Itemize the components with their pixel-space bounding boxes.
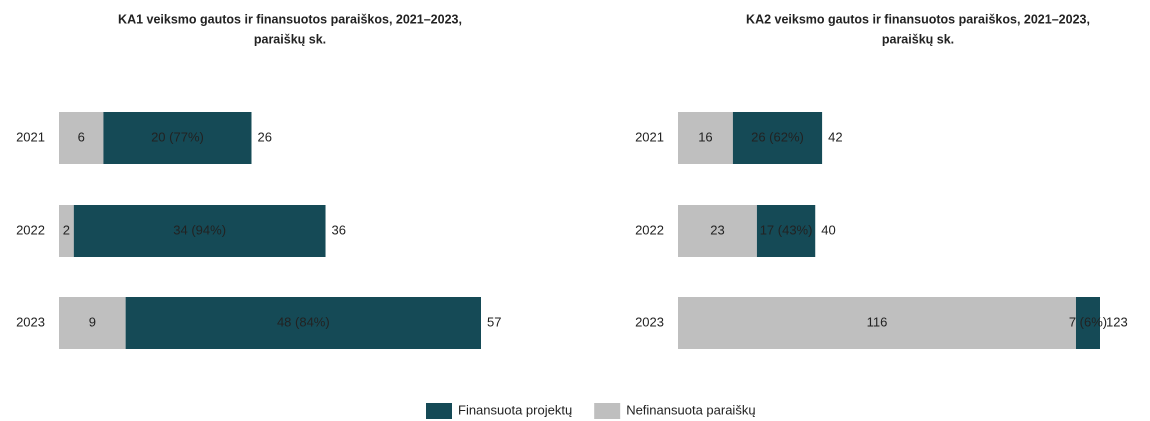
bar-segment [59,297,126,349]
chart-title: KA1 veiksmo gautos ir finansuotos paraiš… [118,12,462,26]
bar-segment [59,112,104,164]
y-tick-label: 2022 [16,222,45,237]
total-label: 123 [1106,314,1128,329]
bar-segment [678,297,1076,349]
data-label: 16 [698,129,712,144]
chart-title: paraiškų sk. [882,32,954,46]
chart-title: paraiškų sk. [254,32,326,46]
legend-label: Finansuota projektų [458,402,572,417]
data-label: 6 [78,129,85,144]
data-label: 116 [867,314,888,329]
bar-segment [1075,297,1100,349]
total-label: 26 [257,129,271,144]
data-label: 26 (62%) [751,129,804,144]
legend-label: Nefinansuota paraiškų [626,402,755,417]
legend-swatch [594,403,621,419]
bar-segment [103,112,252,164]
legend-swatch [426,403,452,419]
bar-segment [756,205,816,257]
data-label: 34 (94%) [173,222,226,237]
total-label: 40 [821,222,835,237]
total-label: 57 [487,314,501,329]
y-tick-label: 2021 [16,129,45,144]
data-label: 17 (43%) [760,222,813,237]
y-tick-label: 2021 [635,129,664,144]
data-label: 9 [89,314,96,329]
bar-segment [678,112,733,164]
bar-segment [125,297,481,349]
total-label: 42 [828,129,842,144]
data-label: 2 [63,222,70,237]
data-label: 20 (77%) [151,129,204,144]
bar-segment [732,112,823,164]
y-tick-label: 2023 [16,314,45,329]
data-label: 23 [710,222,724,237]
bar-segment [678,205,757,257]
y-tick-label: 2023 [635,314,664,329]
bar-segment [73,205,326,257]
data-label: 48 (84%) [277,314,330,329]
y-tick-label: 2022 [635,222,664,237]
chart-title: KA2 veiksmo gautos ir finansuotos paraiš… [746,12,1090,26]
data-label: 7 (6%) [1069,314,1107,329]
total-label: 36 [332,222,346,237]
bar-segment [59,205,74,257]
